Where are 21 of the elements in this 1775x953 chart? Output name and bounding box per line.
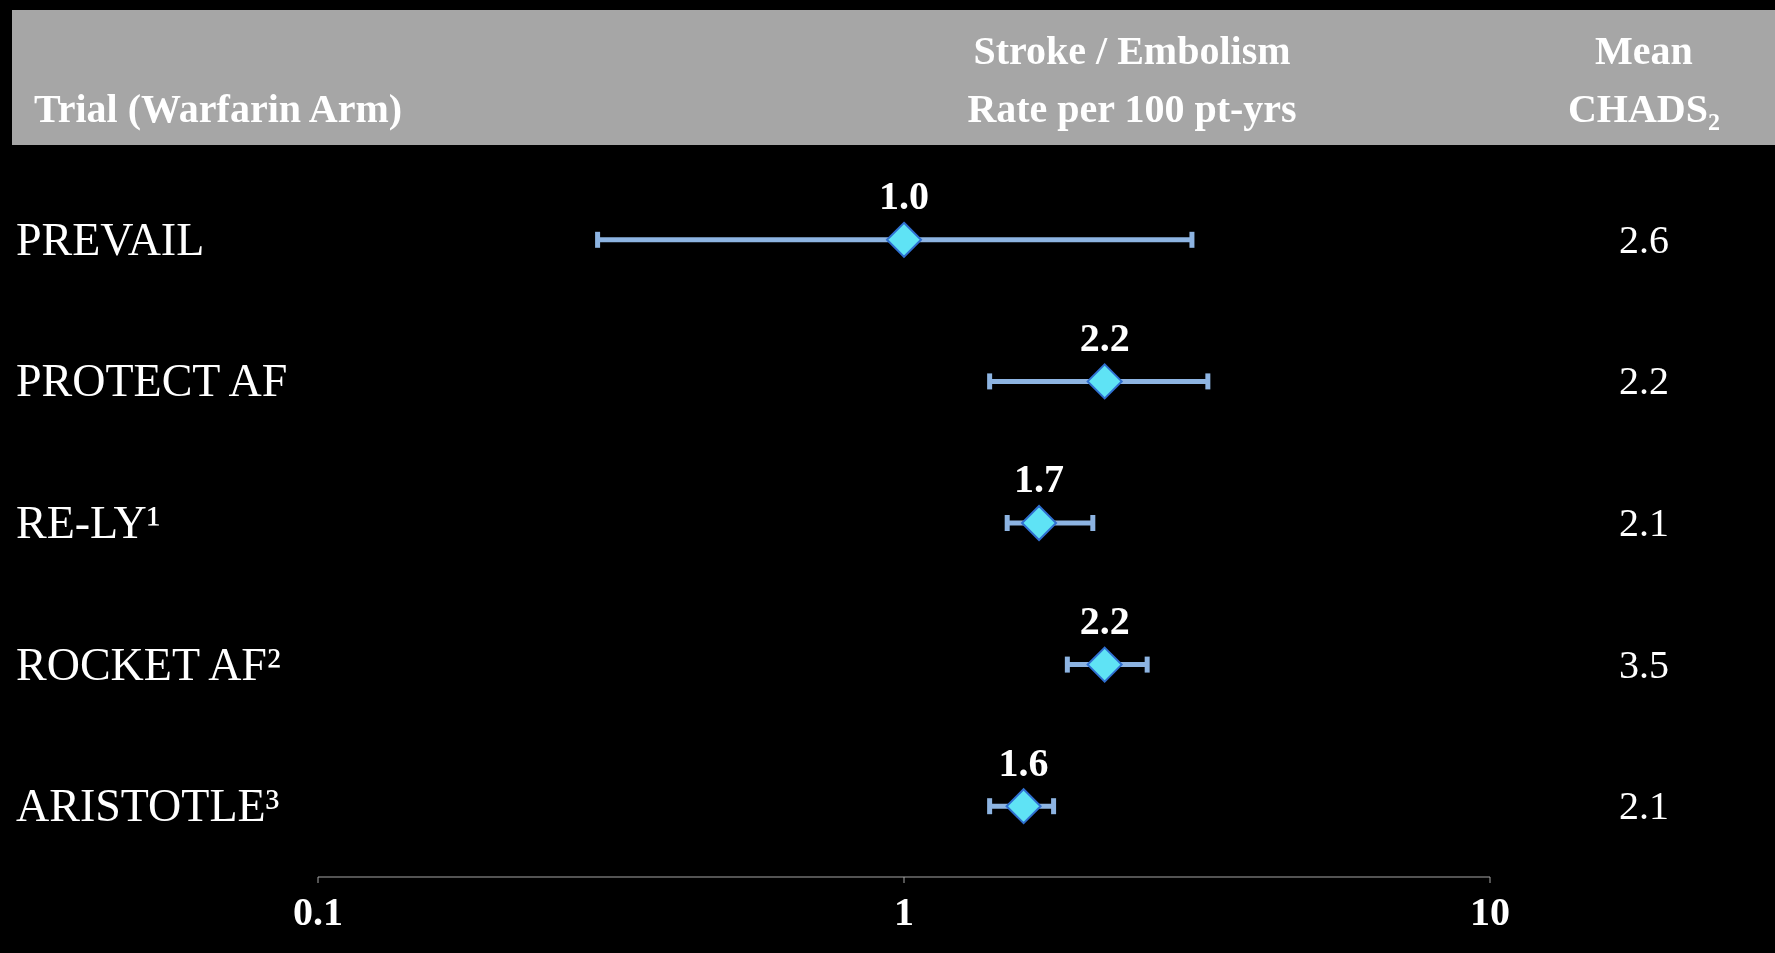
y2-tick-label: 2.6 [1618,215,1670,264]
x-tick-label: 1 [894,889,914,934]
x-tick-label: 0.1 [293,889,343,934]
data-label: 1.7 [1014,456,1065,502]
y2-tick-label: 2.1 [1618,499,1670,547]
y-tick-label: ARISTOTLE³ [16,780,280,832]
data-label: 2.2 [1079,314,1130,360]
x-axis-title: Stroke / Embolism Rate per 100 pt-yrs [966,27,1298,133]
y2-tick-label: 2.1 [1618,782,1670,831]
y-tick-label: RE-LY¹ [16,497,161,548]
y-tick-label: PREVAIL [16,213,205,265]
data-label: 1.6 [998,739,1049,785]
y2-axis-title: Mean CHADS₂ [1567,27,1721,133]
x-tick-label: 10 [1470,889,1510,934]
y-tick-label: PROTECT AF [16,355,288,407]
y-axis-title: Trial (Warfarin Arm) [34,86,403,131]
data-label: 1.0 [879,173,929,219]
y2-tick-label: 2.2 [1618,357,1670,406]
y2-tick-label: 3.5 [1618,640,1670,689]
y-tick-label: ROCKET AF² [16,638,281,690]
data-label: 2.2 [1079,598,1130,644]
